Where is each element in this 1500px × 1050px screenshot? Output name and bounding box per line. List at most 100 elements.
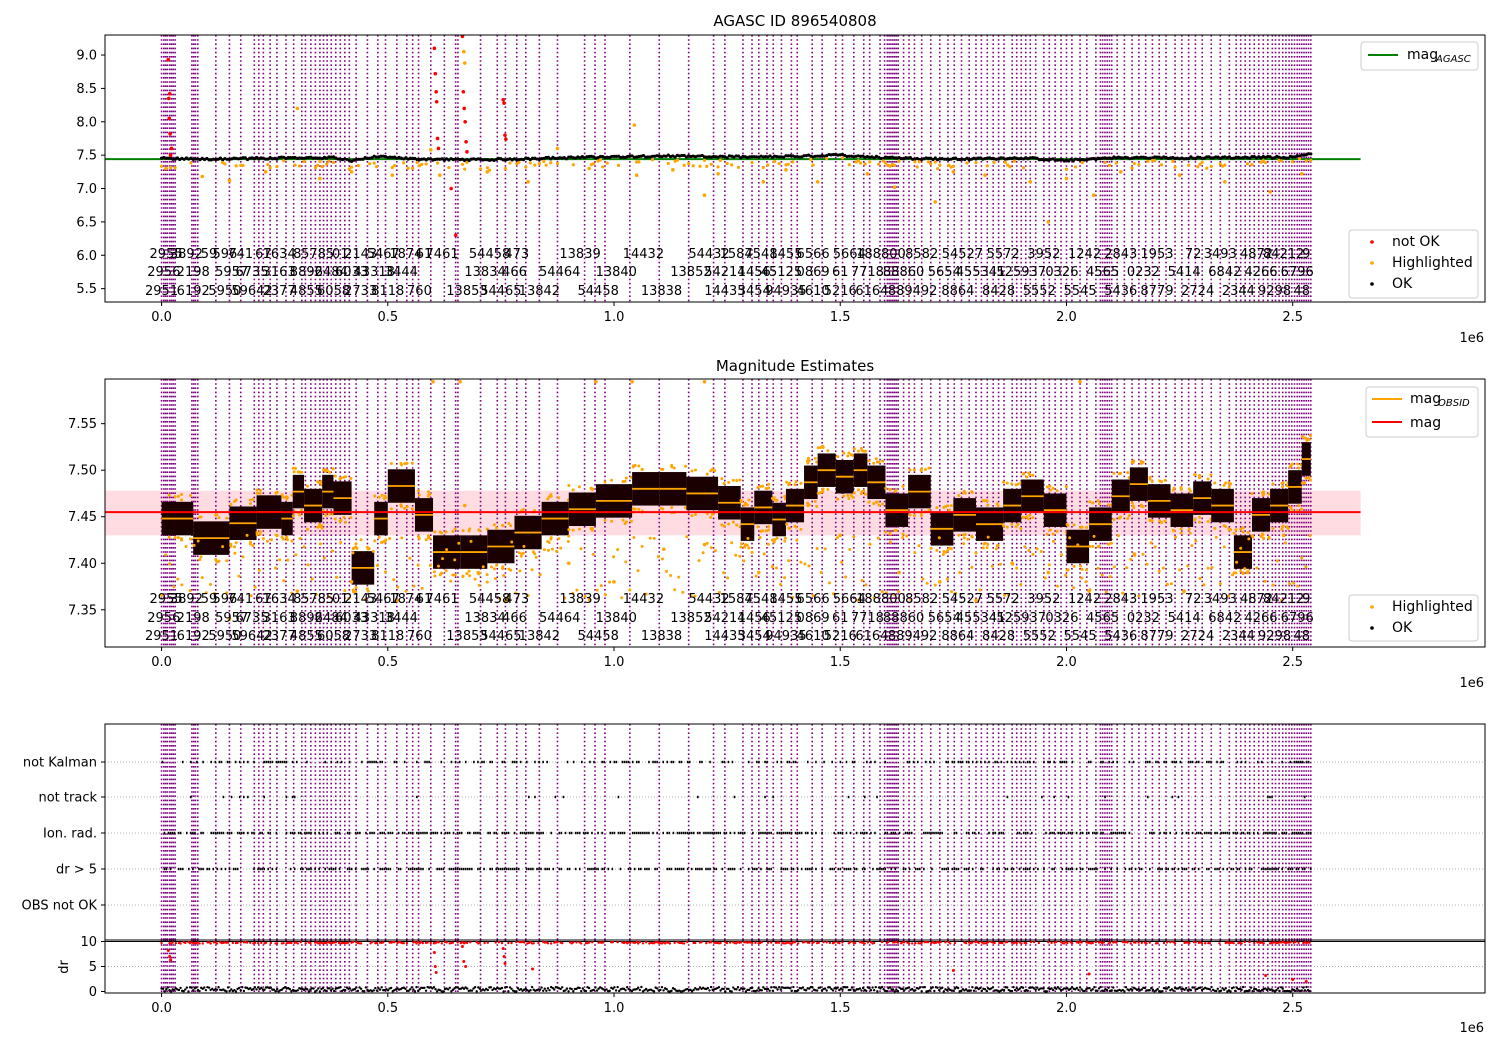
ok-point bbox=[888, 986, 892, 989]
highlighted-point bbox=[451, 529, 455, 533]
ok-point bbox=[260, 986, 263, 989]
highlighted-point bbox=[777, 161, 781, 166]
ok-point bbox=[578, 986, 581, 990]
not-ok-point bbox=[964, 941, 968, 945]
highlighted-point bbox=[1262, 536, 1266, 540]
highlighted-point bbox=[1188, 489, 1192, 493]
ok-point bbox=[956, 157, 960, 162]
flag-point bbox=[1267, 795, 1269, 799]
highlighted-point bbox=[1188, 531, 1192, 535]
highlighted-point bbox=[537, 162, 541, 166]
flag-point bbox=[597, 831, 599, 835]
highlighted-point bbox=[557, 496, 561, 500]
highlighted-point bbox=[927, 508, 931, 512]
flag-point bbox=[448, 867, 451, 871]
highlighted-point bbox=[746, 536, 750, 540]
ok-point bbox=[192, 989, 195, 992]
highlighted-point bbox=[549, 493, 553, 497]
not-ok-point bbox=[504, 137, 508, 141]
ok-point bbox=[475, 990, 478, 993]
ok-point bbox=[644, 155, 648, 159]
highlighted-point bbox=[1260, 532, 1264, 536]
flag-point bbox=[806, 867, 809, 871]
highlighted-point bbox=[785, 522, 789, 526]
flag-point bbox=[1220, 760, 1222, 764]
flag-point bbox=[998, 831, 1000, 835]
highlighted-point bbox=[1139, 461, 1143, 465]
flag-point bbox=[328, 867, 331, 871]
ok-point bbox=[494, 988, 497, 991]
highlighted-point bbox=[947, 163, 951, 167]
flag-point bbox=[420, 831, 422, 835]
flag-point bbox=[495, 867, 498, 871]
highlighted-point bbox=[542, 548, 546, 552]
highlighted-point bbox=[785, 480, 789, 484]
highlighted-point bbox=[433, 530, 437, 534]
flag-point bbox=[1275, 831, 1277, 835]
highlighted-point bbox=[237, 574, 241, 578]
ok-point bbox=[372, 989, 375, 992]
ok-point bbox=[540, 986, 543, 989]
not-ok-point bbox=[546, 942, 550, 945]
not-ok-point bbox=[304, 941, 307, 945]
ok-point bbox=[217, 985, 220, 989]
ok-point bbox=[370, 156, 374, 160]
highlighted-point bbox=[697, 559, 701, 563]
flag-point bbox=[806, 760, 809, 764]
flag-point bbox=[1208, 760, 1210, 764]
highlighted-point bbox=[1304, 436, 1308, 440]
ok-point bbox=[515, 990, 518, 993]
highlighted-point bbox=[176, 577, 180, 581]
highlighted-point bbox=[295, 106, 300, 111]
ok-point bbox=[1105, 988, 1109, 992]
flag-point bbox=[1263, 831, 1265, 835]
flag-point bbox=[688, 760, 691, 764]
flag-point bbox=[1026, 867, 1029, 871]
flag-point bbox=[1053, 795, 1055, 799]
flag-point bbox=[487, 831, 489, 835]
flag-point bbox=[440, 867, 443, 871]
not-ok-point bbox=[1091, 941, 1094, 945]
flag-point bbox=[662, 831, 665, 835]
flag-point bbox=[794, 760, 797, 764]
not-ok-point bbox=[833, 941, 836, 944]
not-ok-point bbox=[822, 941, 825, 944]
highlighted-point bbox=[783, 576, 787, 580]
highlighted-point bbox=[816, 446, 820, 450]
highlighted-point bbox=[859, 161, 863, 165]
highlighted-point bbox=[1288, 505, 1292, 509]
panel4-plot bbox=[105, 940, 1485, 993]
ok-point bbox=[166, 156, 170, 160]
obsid-label: 8896 bbox=[290, 611, 323, 626]
highlighted-point bbox=[547, 541, 551, 545]
flag-point bbox=[576, 831, 579, 835]
flag-point bbox=[941, 831, 943, 835]
ok-point bbox=[972, 989, 976, 992]
flag-point bbox=[558, 831, 561, 835]
flag-point bbox=[446, 831, 449, 835]
not-ok-point bbox=[382, 941, 385, 944]
ok-point bbox=[415, 158, 419, 162]
not-ok-point bbox=[1025, 941, 1028, 945]
ok-point bbox=[1250, 154, 1254, 159]
highlighted-point bbox=[877, 162, 881, 166]
not-ok-point bbox=[445, 941, 448, 944]
ok-point bbox=[473, 985, 477, 989]
flag-point bbox=[460, 831, 463, 835]
flag-point bbox=[1065, 760, 1068, 764]
highlighted-point bbox=[253, 585, 257, 589]
ok-point bbox=[1267, 987, 1270, 990]
ok-point bbox=[682, 153, 686, 158]
highlighted-point bbox=[1196, 165, 1200, 169]
flag-point bbox=[383, 831, 386, 835]
highlighted-point bbox=[1025, 475, 1029, 479]
not-ok-point bbox=[351, 940, 355, 944]
highlighted-point bbox=[1096, 499, 1100, 503]
flag-point bbox=[1187, 831, 1190, 835]
ok-point bbox=[164, 156, 168, 160]
ok-point bbox=[697, 988, 700, 991]
highlighted-point bbox=[842, 494, 846, 498]
highlighted-point bbox=[909, 598, 913, 602]
obsid-label: 1874 bbox=[389, 247, 422, 262]
flag-point bbox=[481, 760, 483, 764]
